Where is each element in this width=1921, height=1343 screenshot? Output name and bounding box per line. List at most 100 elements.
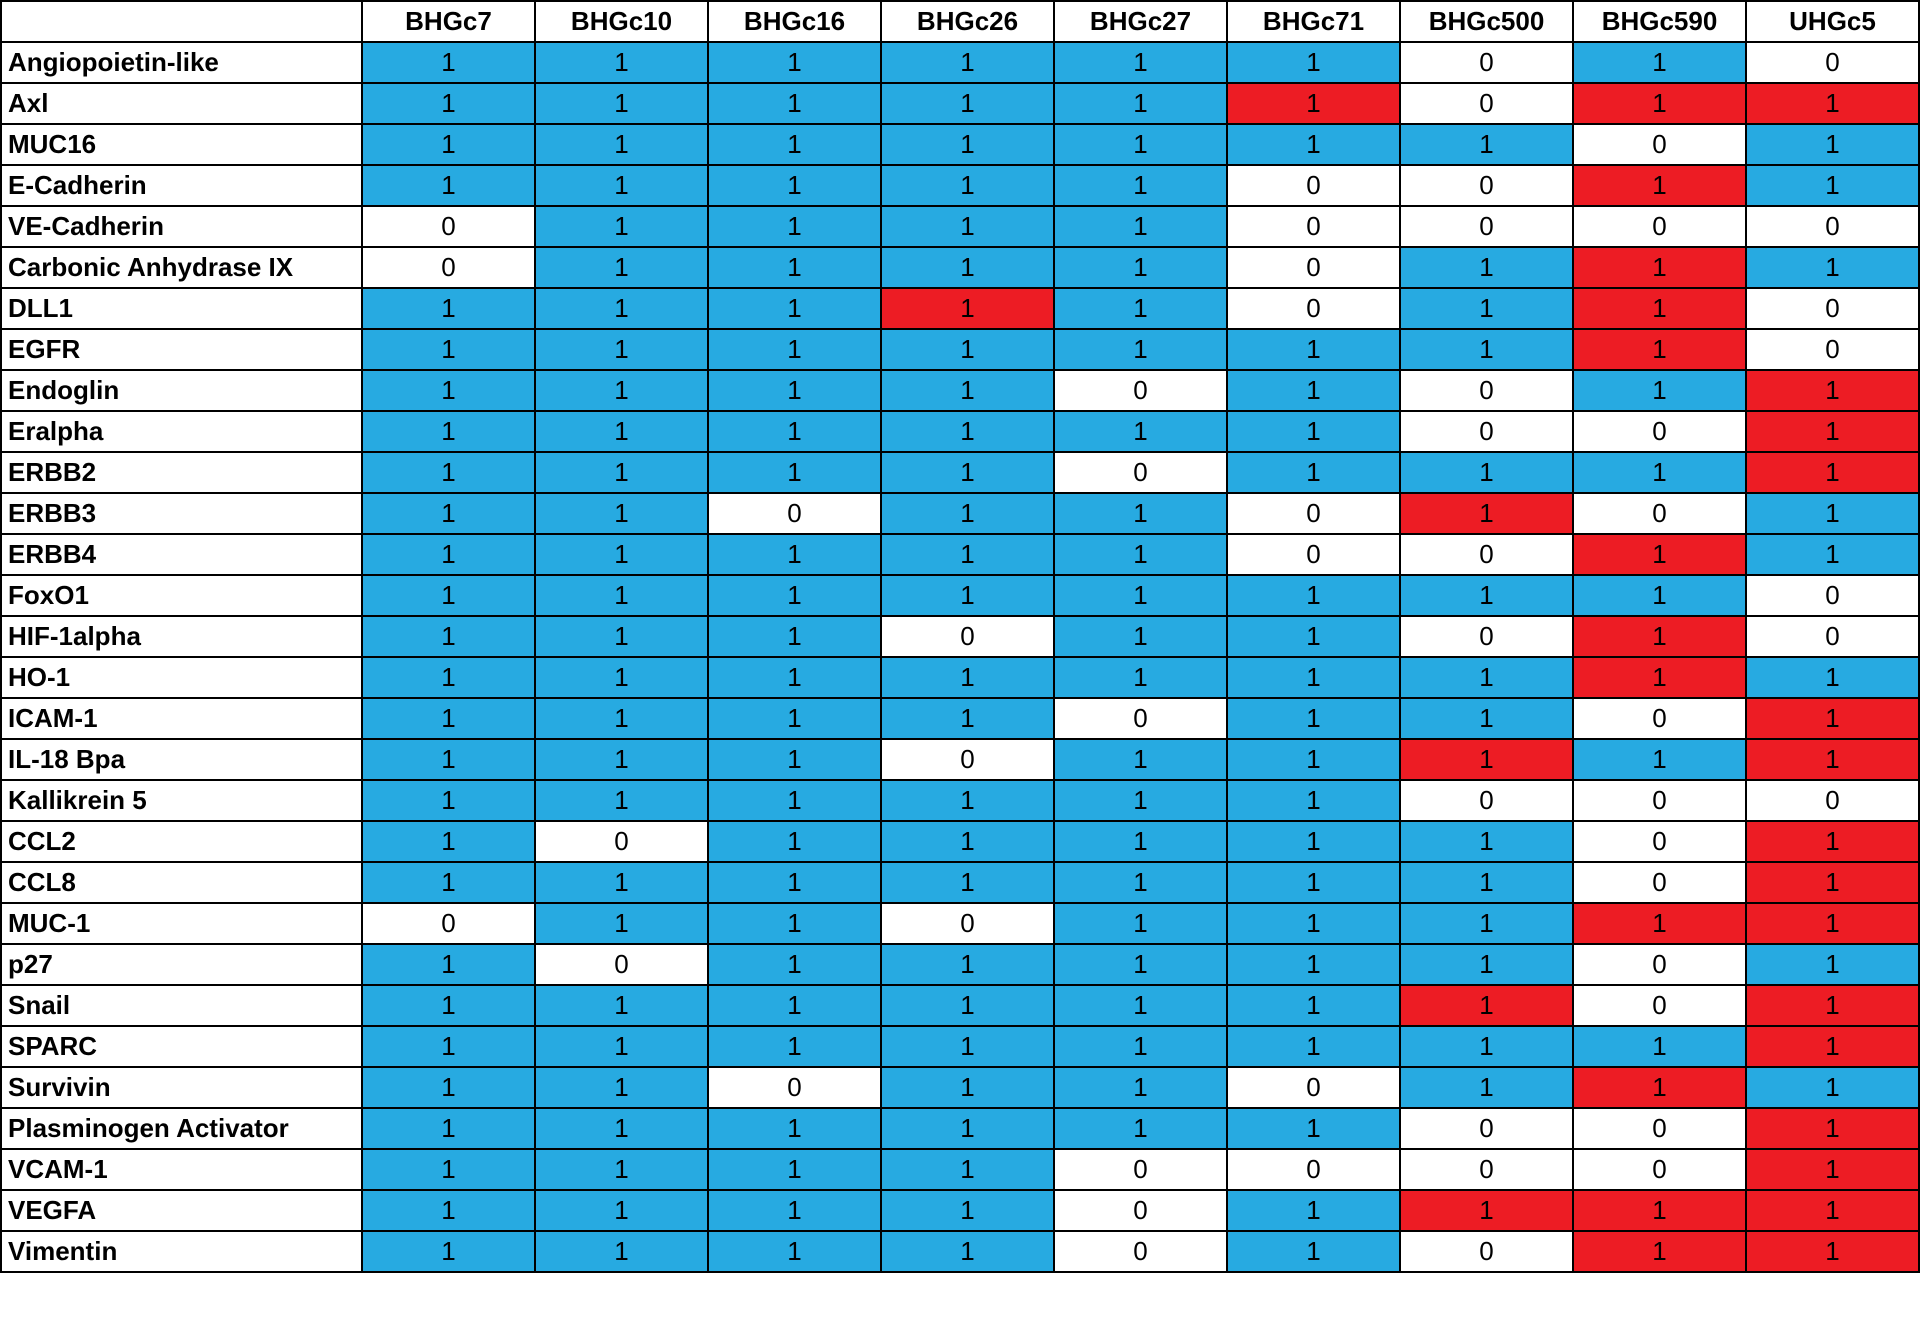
- value-cell: 0: [1399, 1107, 1574, 1150]
- table-row: Carbonic Anhydrase IX 0 1 1 1 1 0 1 1 1: [0, 246, 1920, 289]
- value-cell: 1: [1745, 246, 1920, 289]
- value-cell: 1: [361, 656, 536, 699]
- value-cell: 1: [534, 738, 709, 781]
- value-cell: 1: [1745, 369, 1920, 412]
- value-cell: 1: [880, 697, 1055, 740]
- value-cell: 1: [361, 943, 536, 986]
- row-label: MUC16: [0, 123, 363, 166]
- value-cell: 1: [1226, 410, 1401, 453]
- value-cell: 1: [707, 697, 882, 740]
- value-cell: 0: [1226, 205, 1401, 248]
- value-cell: 1: [1572, 656, 1747, 699]
- value-cell: 0: [1226, 1066, 1401, 1109]
- value-cell: 0: [1745, 779, 1920, 822]
- value-cell: 1: [1226, 656, 1401, 699]
- value-cell: 1: [707, 902, 882, 945]
- table-row: ERBB3 1 1 0 1 1 0 1 0 1: [0, 492, 1920, 535]
- value-cell: 1: [361, 123, 536, 166]
- column-header: BHGc27: [1053, 0, 1228, 43]
- value-cell: 1: [361, 533, 536, 576]
- value-cell: 0: [1572, 861, 1747, 904]
- value-cell: 1: [1745, 123, 1920, 166]
- value-cell: 1: [880, 1230, 1055, 1273]
- value-cell: 1: [534, 369, 709, 412]
- value-cell: 1: [1399, 902, 1574, 945]
- value-cell: 0: [361, 205, 536, 248]
- column-header: BHGc590: [1572, 0, 1747, 43]
- value-cell: 1: [880, 164, 1055, 207]
- value-cell: 0: [1053, 1148, 1228, 1191]
- value-cell: 1: [361, 41, 536, 84]
- value-cell: 1: [1226, 820, 1401, 863]
- value-cell: 1: [1572, 1230, 1747, 1273]
- value-cell: 1: [1745, 1025, 1920, 1068]
- value-cell: 0: [707, 1066, 882, 1109]
- table-row: ICAM-1 1 1 1 1 0 1 1 0 1: [0, 697, 1920, 740]
- value-cell: 0: [1399, 164, 1574, 207]
- value-cell: 0: [1572, 1107, 1747, 1150]
- value-cell: 0: [1572, 410, 1747, 453]
- value-cell: 1: [1572, 246, 1747, 289]
- value-cell: 1: [534, 533, 709, 576]
- value-cell: 1: [534, 1025, 709, 1068]
- value-cell: 1: [1399, 1066, 1574, 1109]
- value-cell: 1: [1053, 615, 1228, 658]
- value-cell: 0: [1226, 287, 1401, 330]
- value-cell: 1: [880, 287, 1055, 330]
- table-row: Survivin 1 1 0 1 1 0 1 1 1: [0, 1066, 1920, 1109]
- value-cell: 1: [1745, 984, 1920, 1027]
- value-cell: 1: [1053, 246, 1228, 289]
- value-cell: 1: [1053, 779, 1228, 822]
- value-cell: 1: [1226, 1107, 1401, 1150]
- row-label: ICAM-1: [0, 697, 363, 740]
- value-cell: 0: [1399, 205, 1574, 248]
- table-row: Snail 1 1 1 1 1 1 1 0 1: [0, 984, 1920, 1027]
- value-cell: 1: [707, 574, 882, 617]
- value-cell: 1: [534, 779, 709, 822]
- value-cell: 1: [534, 574, 709, 617]
- column-header: BHGc7: [361, 0, 536, 43]
- value-cell: 1: [1053, 1107, 1228, 1150]
- value-cell: 0: [1745, 328, 1920, 371]
- value-cell: 1: [707, 328, 882, 371]
- value-cell: 1: [534, 861, 709, 904]
- value-cell: 1: [361, 492, 536, 535]
- table-row: Vimentin 1 1 1 1 0 1 0 1 1: [0, 1230, 1920, 1273]
- value-cell: 1: [1053, 820, 1228, 863]
- row-label: Survivin: [0, 1066, 363, 1109]
- value-cell: 1: [361, 328, 536, 371]
- value-cell: 1: [1745, 697, 1920, 740]
- row-label: VCAM-1: [0, 1148, 363, 1191]
- value-cell: 1: [361, 738, 536, 781]
- row-label: SPARC: [0, 1025, 363, 1068]
- value-cell: 1: [534, 615, 709, 658]
- value-cell: 1: [534, 410, 709, 453]
- row-label: CCL2: [0, 820, 363, 863]
- value-cell: 1: [1399, 574, 1574, 617]
- value-cell: 1: [880, 984, 1055, 1027]
- value-cell: 1: [1745, 533, 1920, 576]
- value-cell: 1: [361, 615, 536, 658]
- value-cell: 0: [1572, 697, 1747, 740]
- value-cell: 1: [1399, 656, 1574, 699]
- table-row: Plasminogen Activator 1 1 1 1 1 1 0 0 1: [0, 1107, 1920, 1150]
- table-row: ERBB4 1 1 1 1 1 0 0 1 1: [0, 533, 1920, 576]
- value-cell: 1: [880, 41, 1055, 84]
- value-cell: 0: [1572, 492, 1747, 535]
- table-row: HO-1 1 1 1 1 1 1 1 1 1: [0, 656, 1920, 699]
- value-cell: 1: [707, 369, 882, 412]
- value-cell: 1: [707, 656, 882, 699]
- row-label: Eralpha: [0, 410, 363, 453]
- value-cell: 1: [1399, 328, 1574, 371]
- value-cell: 1: [534, 902, 709, 945]
- row-label: E-Cadherin: [0, 164, 363, 207]
- value-cell: 0: [1572, 123, 1747, 166]
- value-cell: 0: [1053, 1230, 1228, 1273]
- value-cell: 1: [707, 123, 882, 166]
- value-cell: 1: [880, 1025, 1055, 1068]
- value-cell: 1: [1745, 902, 1920, 945]
- value-cell: 1: [1226, 1189, 1401, 1232]
- value-cell: 1: [1053, 82, 1228, 125]
- table-row: VCAM-1 1 1 1 1 0 0 0 0 1: [0, 1148, 1920, 1191]
